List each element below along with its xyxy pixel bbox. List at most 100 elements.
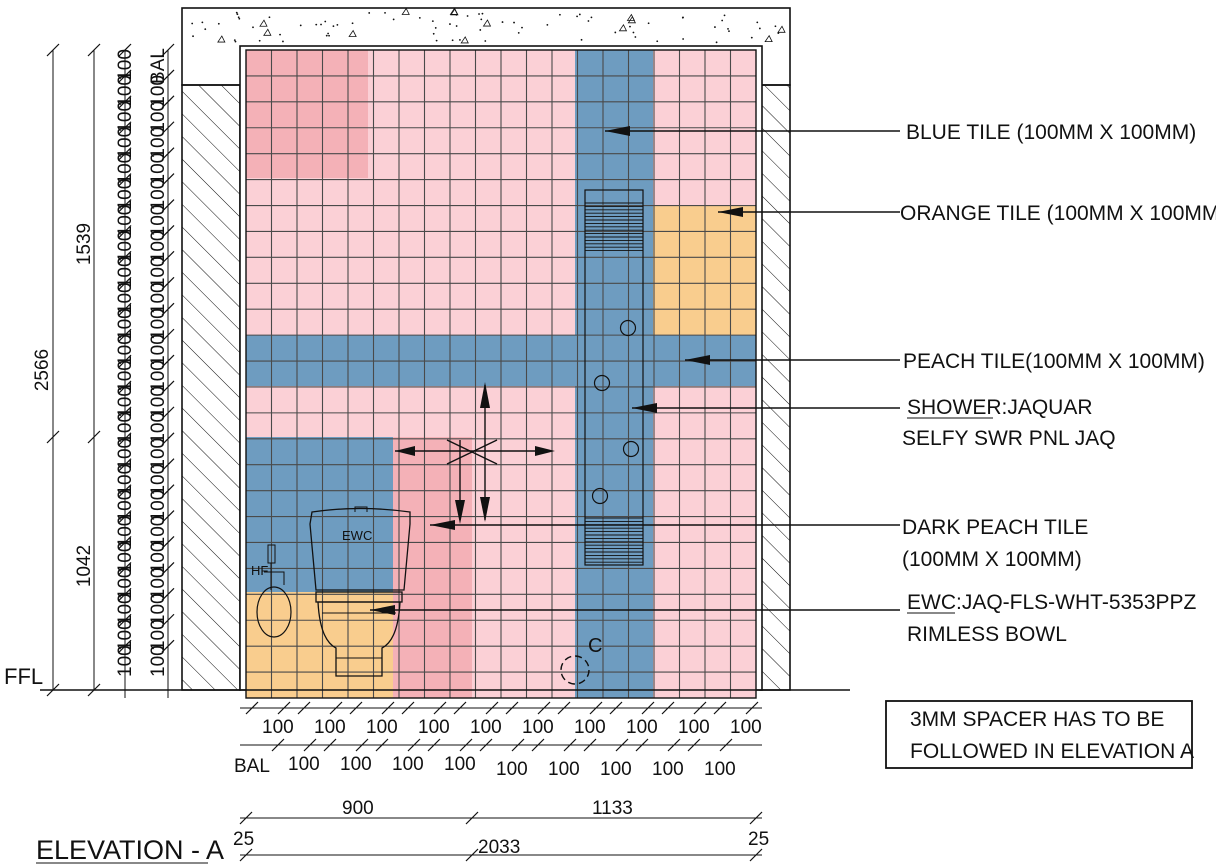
dim-tick: [161, 302, 175, 316]
dim-tick: [635, 738, 649, 752]
aggregate: [234, 40, 237, 43]
tile-dim-label: 100: [678, 717, 710, 738]
ewc-title: EWC: [907, 591, 956, 614]
dim-tick: [118, 510, 132, 523]
dim-tick: [277, 701, 291, 715]
left-width-dim: 900: [342, 798, 374, 819]
shower-label: SHOWER:JAQUAR: [907, 396, 1093, 419]
aggregate: [521, 26, 523, 29]
dim-tick: [245, 701, 259, 715]
tile-dim-label: 100: [148, 127, 169, 159]
hf-tag: HF: [251, 563, 268, 578]
health-faucet-head: [256, 586, 292, 638]
shower-slats: [585, 202, 643, 563]
shower-panel: [584, 189, 644, 566]
aggregate: [263, 28, 272, 36]
aggregate: [320, 23, 322, 26]
dim-tick: [161, 536, 175, 549]
tile-dim-label: 100: [148, 153, 169, 185]
dim-tick: [401, 701, 415, 715]
aggregate: [434, 27, 437, 29]
dim-tick: [161, 458, 175, 472]
tile-dim-label: 100: [148, 179, 169, 211]
tile-dim-label: 100: [115, 542, 136, 574]
note-line2: FOLLOWED IN ELEVATION A: [910, 740, 1194, 763]
dim-tick: [239, 811, 253, 825]
ewc-cistern: [309, 507, 411, 591]
dim-tick: [118, 587, 132, 601]
ewc-tag: EWC: [342, 528, 372, 543]
dim-tick: [465, 848, 479, 862]
aggregate: [238, 17, 241, 20]
aggregate: [235, 11, 238, 14]
dim-tick: [693, 701, 707, 715]
aggregate: [282, 40, 284, 43]
floor-trap-circle: [560, 655, 590, 685]
dim-tick: [713, 701, 727, 715]
dim-tick: [161, 121, 175, 135]
aggregate: [587, 20, 590, 22]
aggregate: [432, 32, 435, 35]
dark-peach-label-line2: (100MM X 100MM): [902, 548, 1082, 571]
shower-model: :JAQUAR: [1002, 396, 1093, 419]
right-edge-dim: 25: [748, 829, 769, 850]
health-faucet: HF: [251, 544, 292, 638]
center-marker: [395, 382, 555, 524]
vertical-dim-ticks: [46, 43, 175, 697]
tile-dim-label: 100: [148, 101, 169, 133]
bal-bottom-label: BAL: [234, 756, 270, 777]
dim-tick: [118, 639, 132, 653]
dim-tick: [161, 250, 175, 264]
dim-tick: [118, 328, 132, 342]
orange-tile-label: ORANGE TILE (100MM X 100MM): [900, 202, 1216, 225]
dim-tick: [46, 683, 60, 697]
aggregate: [715, 41, 718, 44]
tile-dim-label: 100: [148, 282, 169, 314]
dim-tick: [118, 561, 132, 575]
dim-tick: [118, 225, 132, 238]
tile-dim-label: 100: [288, 754, 320, 775]
aggregate: [714, 26, 716, 28]
dim-tick: [161, 510, 175, 523]
note-box: [885, 700, 1193, 769]
dim-tick: [583, 738, 597, 752]
aggregate: [480, 18, 483, 21]
dim-tick: [161, 43, 175, 57]
tile-dim-label: 100: [148, 75, 169, 107]
total-width-dim: 2033: [478, 837, 520, 858]
shower-jet: [622, 440, 640, 458]
dim-tick: [239, 848, 253, 862]
aggregate: [774, 25, 777, 28]
ewc-model: :JAQ-FLS-WHT-5353PPZ: [956, 591, 1197, 614]
floor-trap: C: [560, 635, 602, 685]
dim-tick: [161, 639, 175, 653]
tile-dim-label: 100: [730, 717, 762, 738]
aggregate: [756, 21, 759, 24]
horizontal-dimensions: 100 100 100 100 100 100 100 100 100 100 100 100 100 1…: [233, 701, 769, 862]
aggregate: [484, 40, 487, 42]
dim-tick: [589, 701, 603, 715]
aggregate: [392, 18, 395, 21]
dim-tick: [161, 613, 175, 627]
aggregate: [217, 35, 226, 43]
aggregate: [204, 28, 207, 31]
dim-tick: [118, 380, 132, 394]
dim-tick: [485, 701, 499, 715]
aggregate: [627, 16, 637, 24]
tile-dim-label: 100: [366, 717, 398, 738]
aggregate: [315, 23, 318, 26]
dark-peach-label-line1: DARK PEACH TILE: [902, 516, 1088, 539]
aggregate: [418, 16, 421, 19]
aggregate: [517, 31, 520, 34]
dim-tick: [271, 738, 285, 752]
tile-dim-label: 100: [626, 717, 658, 738]
tile-dim-label: 100: [115, 256, 136, 288]
dim-tick: [118, 95, 132, 109]
tile-dim-label: 100: [115, 282, 136, 314]
tile-dim-label: 100: [115, 205, 136, 237]
tile-dim-label: 100: [115, 490, 136, 522]
tile-dim-label: 100: [340, 754, 372, 775]
tile-field-border: [245, 49, 757, 699]
